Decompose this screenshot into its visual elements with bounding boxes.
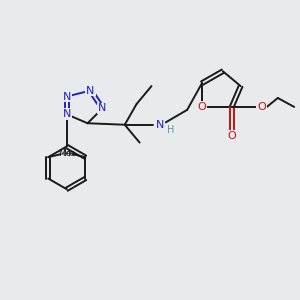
Text: O: O [257,102,266,112]
Text: O: O [198,102,206,112]
Text: O: O [227,131,236,141]
Text: N: N [156,120,165,130]
Text: N: N [63,109,71,119]
Text: N: N [98,103,106,113]
Text: Me: Me [58,149,71,158]
Text: N: N [86,85,95,96]
Text: N: N [63,92,71,101]
Text: H: H [167,125,175,135]
Text: Me: Me [62,149,76,158]
